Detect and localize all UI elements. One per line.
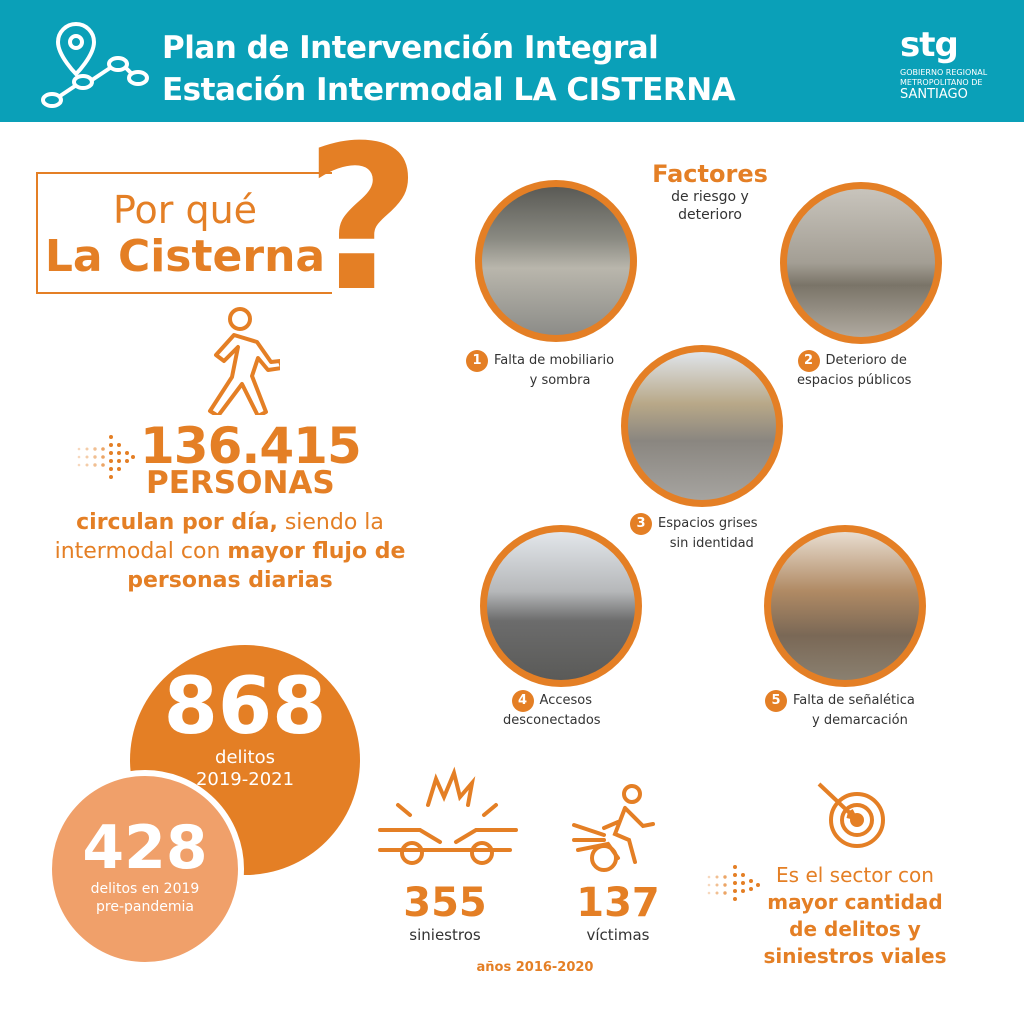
map-route-pin-icon (41, 21, 149, 108)
question-mark: ? (305, 103, 422, 336)
victims-count: 137 (576, 880, 660, 926)
why-box: Por qué La Cisterna (36, 172, 332, 294)
gobierno-regional-logo: stg GOBIERNO REGIONAL METROPOLITANO DE S… (900, 25, 988, 102)
factor-2-label: 2 Deterioro de espacios públicos (793, 350, 911, 389)
title-line-2: Estación Intermodal LA CISTERNA (162, 72, 736, 108)
dotted-arrow-icon (77, 435, 135, 479)
people-unit: PERSONAS (146, 465, 335, 501)
title-line-1: Plan de Intervención Integral (162, 30, 659, 66)
dotted-arrow-icon (707, 865, 760, 901)
why-line-1: Por qué (112, 188, 258, 232)
header: Plan de Intervención Integral Estación I… (0, 0, 1024, 122)
factor-4-label: 4 Accesos desconectados (503, 690, 601, 729)
why-line-2: La Cisterna (44, 231, 326, 282)
factor-3-label: 3 Espacios grises sin identidad (630, 513, 758, 552)
factor-4-photo (480, 525, 642, 687)
people-count: 136.415 (140, 417, 362, 475)
road-years: años 2016-2020 (476, 960, 594, 975)
walking-person-icon (208, 307, 280, 415)
crashes-count: 355 (403, 880, 487, 926)
factors-heading: Factores de riesgo y deterioro (652, 160, 768, 223)
factor-2-photo (780, 182, 942, 344)
factor-5-label: 5 Falta de señalética y demarcación (765, 690, 915, 729)
sector-statement: Es el sector con mayor cantidad de delit… (763, 863, 947, 968)
car-crash-icon (378, 766, 518, 865)
people-description: circulan por día, siendo la intermodal c… (54, 510, 406, 593)
factor-3-photo (621, 345, 783, 507)
factor-5-photo (764, 525, 926, 687)
victims-label: víctimas (586, 926, 650, 944)
factor-1-label: 1 Falta de mobiliario y sombra (466, 350, 614, 389)
target-icon (817, 782, 885, 848)
pedestrian-hit-icon (572, 784, 655, 872)
crashes-label: siniestros (409, 926, 481, 944)
crimes-2019-circle: 428 delitos en 2019 pre-pandemia (46, 770, 244, 968)
factor-1-photo (475, 180, 637, 342)
